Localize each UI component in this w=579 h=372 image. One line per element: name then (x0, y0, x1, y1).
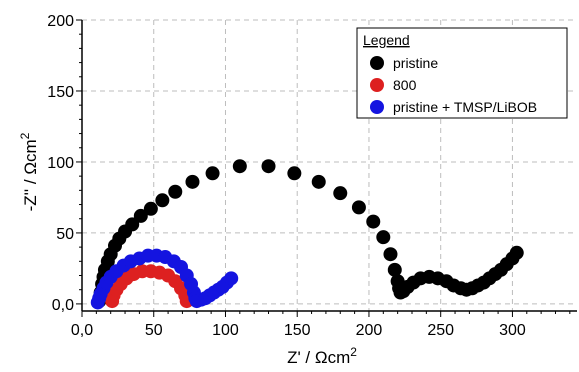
point-0-20 (311, 174, 326, 189)
x-tick-label: 250 (427, 322, 454, 339)
series-2 (90, 248, 239, 310)
x-tick-label: 100 (212, 322, 239, 339)
point-0-11 (133, 208, 148, 223)
y-tick-label: 200 (47, 13, 74, 30)
y-axis-label: -Z'' / Ωcm2 (18, 132, 40, 211)
x-tick-label: 150 (284, 322, 311, 339)
x-tick-label: 50 (145, 322, 163, 339)
x-axis-label: Z' / Ωcm2 (287, 345, 357, 367)
point-0-25 (383, 247, 398, 262)
legend-box (356, 27, 568, 119)
legend: Legend pristine 800 pristine + TMSP/LiBOB (356, 27, 568, 119)
legend-items: pristine 800 pristine + TMSP/LiBOB (370, 55, 537, 115)
point-0-16 (205, 166, 220, 181)
point-0-13 (155, 193, 170, 208)
legend-marker-2 (370, 100, 384, 114)
series-1 (105, 264, 194, 309)
legend-label-0: pristine (393, 55, 438, 71)
point-0-19 (287, 166, 302, 181)
y-tick-label: 150 (47, 84, 74, 101)
y-tick-label: 0,0 (52, 297, 74, 314)
legend-title: Legend (363, 32, 410, 48)
x-tick-label: 0,0 (71, 322, 93, 339)
point-0-48 (509, 245, 524, 260)
point-0-10 (125, 217, 140, 232)
axes (76, 19, 577, 317)
legend-label-2: pristine + TMSP/LiBOB (393, 99, 537, 115)
y-tick-label: 100 (47, 155, 74, 172)
point-0-17 (232, 159, 247, 174)
point-2-27 (224, 271, 239, 286)
point-0-15 (185, 174, 200, 189)
point-0-22 (351, 200, 366, 215)
data-series (90, 159, 524, 310)
point-0-23 (366, 214, 381, 229)
point-0-26 (387, 262, 402, 277)
x-tick-label: 300 (499, 322, 526, 339)
legend-label-1: 800 (393, 77, 417, 93)
y-tick-label: 50 (56, 226, 74, 243)
legend-marker-0 (370, 56, 384, 70)
tick-labels: 0,0 50 100 150 200 250 300 0,0 50 100 150 200 (47, 13, 526, 339)
point-0-12 (143, 201, 158, 216)
point-0-14 (168, 184, 183, 199)
point-0-21 (333, 186, 348, 201)
series-0 (92, 159, 524, 309)
point-0-18 (261, 159, 276, 174)
point-0-24 (376, 230, 391, 245)
x-tick-label: 200 (356, 322, 383, 339)
legend-marker-1 (370, 78, 384, 92)
